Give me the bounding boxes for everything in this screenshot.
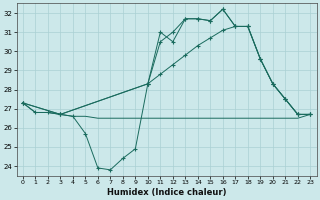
X-axis label: Humidex (Indice chaleur): Humidex (Indice chaleur): [107, 188, 226, 197]
